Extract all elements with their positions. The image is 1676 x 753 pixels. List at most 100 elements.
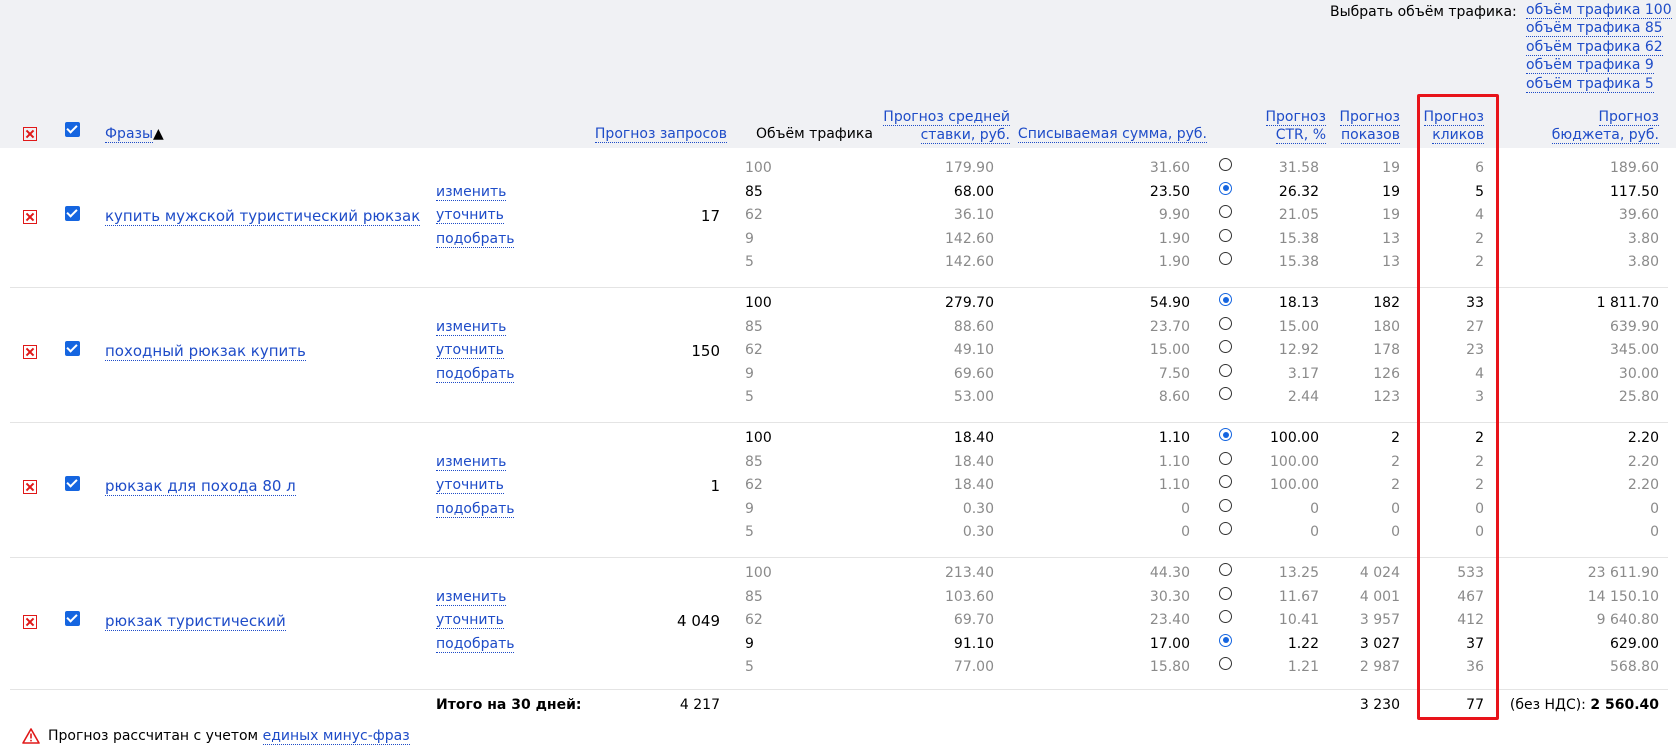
traffic-radio[interactable] xyxy=(1219,451,1232,465)
traffic-radio[interactable] xyxy=(1219,498,1232,512)
phrase-checkbox[interactable] xyxy=(65,206,80,221)
ctr-value: 10.41 xyxy=(1278,612,1319,628)
traffic-radio[interactable] xyxy=(1219,387,1232,400)
ctr-value: 1.22 xyxy=(1287,635,1319,652)
ctr-header-line1[interactable]: Прогноз xyxy=(1265,109,1326,126)
clicks-value: 412 xyxy=(1457,612,1484,628)
traffic-volume-link[interactable]: объём трафика 62 xyxy=(1526,38,1663,56)
phrase-link[interactable]: походный рюкзак купить xyxy=(105,342,306,361)
charged-value: 0 xyxy=(1181,524,1190,540)
budget-header-line2[interactable]: бюджета, руб. xyxy=(1551,127,1659,144)
charged-header-label[interactable]: Списываемая сумма, руб. xyxy=(1017,126,1207,143)
pick-link[interactable]: подобрать xyxy=(436,230,515,248)
avg-bid-column-header[interactable]: Прогноз средней ставки, руб. xyxy=(860,108,1010,144)
requests-column-header[interactable]: Прогноз запросов xyxy=(580,126,727,143)
ctr-value: 18.13 xyxy=(1278,295,1319,311)
charged-value: 1.90 xyxy=(1158,254,1190,270)
impressions-column-header[interactable]: Прогноз показов xyxy=(1330,108,1400,144)
traffic-radio[interactable] xyxy=(1219,475,1232,488)
avg-bid-value: 69.60 xyxy=(953,365,994,382)
avg-bid-value: 88.60 xyxy=(953,318,994,335)
change-link[interactable]: изменить xyxy=(436,453,507,471)
ctr-header-line2[interactable]: CTR, % xyxy=(1275,127,1326,144)
group-divider xyxy=(10,287,1668,288)
ctr-column-header[interactable]: Прогноз CTR, % xyxy=(1240,108,1326,144)
change-link[interactable]: изменить xyxy=(436,588,507,606)
remove-phrase-icon[interactable] xyxy=(23,480,37,494)
budget-value: 2.20 xyxy=(1627,430,1659,446)
totals-clicks: 77 xyxy=(1466,697,1484,713)
clicks-header-line1[interactable]: Прогноз xyxy=(1423,109,1484,126)
remove-phrase-icon[interactable] xyxy=(23,345,37,359)
traffic-radio[interactable] xyxy=(1219,316,1232,330)
minus-phrases-link[interactable]: единых минус-фраз xyxy=(262,728,410,745)
clicks-column-header[interactable]: Прогноз кликов xyxy=(1400,108,1484,144)
clicks-value: 4 xyxy=(1475,207,1484,223)
refine-link[interactable]: уточнить xyxy=(436,612,504,629)
impressions-value: 19 xyxy=(1382,160,1400,176)
budget-value: 30.00 xyxy=(1618,365,1659,382)
avg-bid-value: 279.70 xyxy=(945,295,994,311)
traffic-radio[interactable] xyxy=(1219,158,1232,171)
traffic-radio[interactable] xyxy=(1219,205,1232,218)
traffic-radio[interactable] xyxy=(1219,563,1232,576)
ctr-value: 13.25 xyxy=(1278,565,1319,581)
traffic-radio[interactable] xyxy=(1219,610,1232,623)
clicks-value: 2 xyxy=(1475,230,1484,247)
phrase-checkbox[interactable] xyxy=(65,341,80,356)
budget-header-line1[interactable]: Прогноз xyxy=(1598,109,1659,126)
remove-phrase-icon[interactable] xyxy=(23,615,37,629)
phrase-checkbox[interactable] xyxy=(65,611,80,626)
budget-column-header[interactable]: Прогноз бюджета, руб. xyxy=(1500,108,1659,144)
clicks-header-line2[interactable]: кликов xyxy=(1432,127,1484,144)
requests-value: 4 049 xyxy=(677,612,720,630)
remove-phrase-icon[interactable] xyxy=(23,210,37,224)
impressions-header-line2[interactable]: показов xyxy=(1340,127,1400,144)
pick-link[interactable]: подобрать xyxy=(436,365,515,383)
totals-label: Итого на 30 дней: xyxy=(436,697,582,713)
phrase-link[interactable]: рюкзак туристический xyxy=(105,612,286,631)
phrases-sort-link[interactable]: Фразы xyxy=(105,126,154,143)
remove-all-icon[interactable] xyxy=(23,127,37,141)
traffic-value: 85 xyxy=(745,588,763,605)
traffic-radio[interactable] xyxy=(1219,293,1232,306)
phrases-column-header[interactable]: Фразы▲ xyxy=(105,126,164,143)
traffic-radio[interactable] xyxy=(1219,657,1232,670)
budget-value: 25.80 xyxy=(1618,389,1659,405)
avg-bid-header-line1[interactable]: Прогноз средней xyxy=(883,109,1010,126)
avg-bid-value: 18.40 xyxy=(953,430,994,446)
traffic-radio[interactable] xyxy=(1219,340,1232,353)
traffic-volume-link[interactable]: объём трафика 100 xyxy=(1526,2,1672,19)
phrase-link[interactable]: рюкзак для похода 80 л xyxy=(105,477,296,496)
traffic-radio[interactable] xyxy=(1219,633,1232,647)
charged-column-header[interactable]: Списываемая сумма, руб. xyxy=(1000,126,1207,143)
avg-bid-header-line2[interactable]: ставки, руб. xyxy=(920,127,1010,144)
refine-link[interactable]: уточнить xyxy=(436,477,504,494)
traffic-radio[interactable] xyxy=(1219,586,1232,600)
traffic-volume-link[interactable]: объём трафика 5 xyxy=(1526,75,1654,93)
requests-header-label[interactable]: Прогноз запросов xyxy=(594,126,727,143)
refine-link[interactable]: уточнить xyxy=(436,207,504,224)
traffic-volume-link[interactable]: объём трафика 85 xyxy=(1526,20,1663,38)
traffic-radio[interactable] xyxy=(1219,428,1232,441)
ctr-value: 15.38 xyxy=(1278,230,1319,247)
refine-link[interactable]: уточнить xyxy=(436,342,504,359)
change-link[interactable]: изменить xyxy=(436,318,507,336)
phrase-checkbox[interactable] xyxy=(65,476,80,491)
ctr-value: 12.92 xyxy=(1278,342,1319,358)
pick-link[interactable]: подобрать xyxy=(436,635,515,653)
phrase-link[interactable]: купить мужской туристический рюкзак xyxy=(105,207,421,226)
impressions-header-line1[interactable]: Прогноз xyxy=(1339,109,1400,126)
traffic-radio[interactable] xyxy=(1219,252,1232,265)
traffic-radio[interactable] xyxy=(1219,228,1232,242)
change-link[interactable]: изменить xyxy=(436,183,507,201)
traffic-radio[interactable] xyxy=(1219,363,1232,377)
traffic-radio[interactable] xyxy=(1219,522,1232,535)
traffic-volume-link[interactable]: объём трафика 9 xyxy=(1526,57,1654,75)
traffic-value: 9 xyxy=(745,635,754,652)
sort-asc-icon: ▲ xyxy=(153,126,164,142)
totals-budget-prefix: (без НДС): xyxy=(1509,697,1586,713)
select-all-checkbox[interactable] xyxy=(65,122,80,137)
traffic-radio[interactable] xyxy=(1219,181,1232,195)
pick-link[interactable]: подобрать xyxy=(436,500,515,518)
